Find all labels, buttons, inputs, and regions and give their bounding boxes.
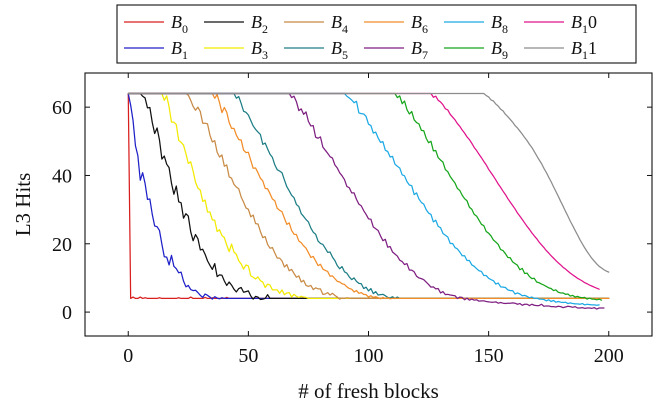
legend-label-suffix: 0 <box>588 12 597 32</box>
legend-box <box>116 4 637 64</box>
legend-label: B5 <box>331 38 348 62</box>
series-line-b-10 <box>127 92 600 290</box>
legend-label-base: B <box>171 12 182 32</box>
legend-label: B6 <box>411 12 428 36</box>
legend-label-base: B <box>251 38 262 58</box>
legend-label: B8 <box>491 12 508 36</box>
legend-label-sub: 6 <box>422 22 428 36</box>
legend-label: B4 <box>331 12 348 36</box>
legend-label-base: B <box>491 12 502 32</box>
legend-label-sub: 1 <box>582 48 588 62</box>
legend-label-sub: 1 <box>182 48 188 62</box>
x-tick-label: 100 <box>354 345 384 367</box>
x-tick-label: 200 <box>594 345 624 367</box>
legend-label-sub: 9 <box>502 48 508 62</box>
axes: 0 50 100 150 200 0 20 40 60 <box>52 72 653 367</box>
legend-label-sub: 7 <box>422 48 428 62</box>
legend-label: B1 <box>171 38 188 62</box>
x-axis-title: # of fresh blocks <box>298 379 439 403</box>
legend-label-base: B <box>331 38 342 58</box>
legend-label-sub: 3 <box>262 48 268 62</box>
series-line-b-8 <box>127 92 600 306</box>
legend-label-base: B <box>571 12 582 32</box>
x-tick-label: 50 <box>238 345 258 367</box>
legend-label-sub: 1 <box>582 22 588 36</box>
series-line-b-1 <box>127 92 605 300</box>
y-tick-label: 40 <box>52 165 72 187</box>
legend-label-base: B <box>411 38 422 58</box>
x-tick-label: 0 <box>123 345 133 367</box>
y-axis-title: L3 Hits <box>11 173 35 237</box>
legend-label: B3 <box>251 38 268 62</box>
legend-label: B0 <box>171 12 188 36</box>
legend-label-base: B <box>571 38 582 58</box>
series-line-b-9 <box>127 92 603 301</box>
legend-label: B7 <box>411 38 428 62</box>
series-line-b-7 <box>127 92 605 310</box>
y-tick-label: 60 <box>52 97 72 119</box>
legend-label-sub: 5 <box>342 48 348 62</box>
legend-label: B2 <box>251 12 268 36</box>
legend-label: B9 <box>491 38 508 62</box>
series-line-b-11 <box>127 92 610 273</box>
legend-label-sub: 4 <box>342 22 348 36</box>
legend-label: B11 <box>571 38 597 62</box>
legend-label-sub: 0 <box>182 22 188 36</box>
x-tick-label: 150 <box>474 345 504 367</box>
legend-label-base: B <box>331 12 342 32</box>
plot-area <box>127 92 610 310</box>
legend-label-suffix: 1 <box>588 38 597 58</box>
legend-label-base: B <box>491 38 502 58</box>
legend-label-base: B <box>171 38 182 58</box>
legend-label-base: B <box>411 12 422 32</box>
legend-label-sub: 2 <box>262 22 268 36</box>
y-tick-label: 20 <box>52 234 72 256</box>
legend-label: B10 <box>571 12 597 36</box>
axis-titles: # of fresh blocks L3 Hits <box>11 173 439 403</box>
legend-label-sub: 8 <box>502 22 508 36</box>
y-tick-label: 0 <box>62 302 72 324</box>
legend-label-base: B <box>251 12 262 32</box>
series-line-b-0 <box>127 92 607 300</box>
